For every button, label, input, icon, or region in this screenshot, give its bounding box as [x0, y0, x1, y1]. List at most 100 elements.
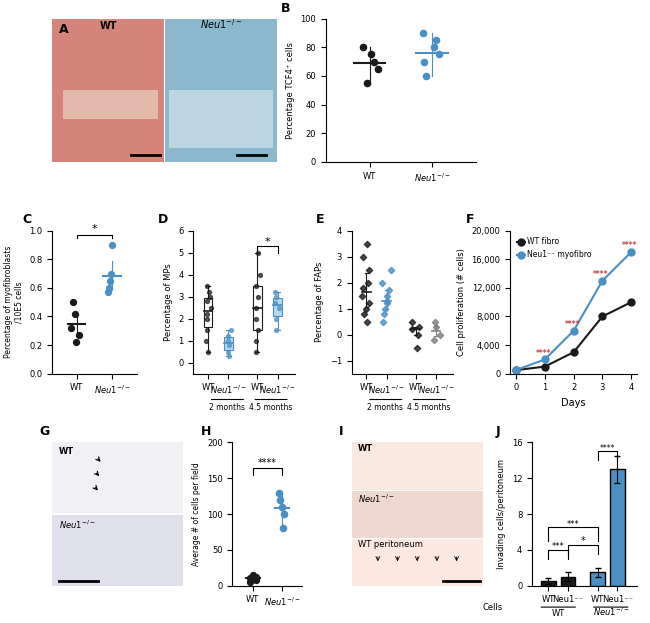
- Point: [385, 265, 396, 275]
- Point: [223, 331, 233, 341]
- Point: [205, 303, 216, 313]
- Point: [252, 572, 262, 582]
- Point: [71, 337, 81, 347]
- Text: ****: ****: [564, 320, 580, 329]
- Y-axis label: Percentage TCF4⁺ cells: Percentage TCF4⁺ cells: [286, 42, 294, 139]
- Bar: [541, 581, 556, 586]
- Text: ****: ****: [622, 242, 638, 250]
- Neu1⁻⁻ myofibro: [512, 366, 520, 374]
- Point: [429, 316, 439, 326]
- Point: [364, 298, 374, 308]
- Text: WT: WT: [552, 609, 565, 617]
- Bar: [561, 577, 575, 586]
- Point: [435, 330, 445, 340]
- Neu1⁻⁻ myofibro: [627, 249, 635, 256]
- Point: [251, 575, 261, 585]
- Point: [358, 283, 369, 293]
- Point: [252, 247, 263, 257]
- Text: ****: ****: [600, 444, 616, 452]
- Point: [434, 49, 444, 59]
- Point: [203, 347, 213, 357]
- Text: ***: ***: [567, 520, 579, 528]
- Point: [245, 574, 255, 584]
- Point: [103, 283, 114, 293]
- Point: [107, 240, 118, 250]
- Text: $Neu1^{-/-}$: $Neu1^{-/-}$: [358, 493, 395, 505]
- Point: [413, 330, 424, 340]
- Point: [362, 78, 372, 88]
- WT fibro: [569, 348, 577, 356]
- Text: C: C: [22, 214, 32, 226]
- Point: [270, 298, 280, 308]
- Y-axis label: Percentage of MPs: Percentage of MPs: [164, 264, 173, 341]
- Point: [270, 287, 280, 297]
- Text: WT: WT: [58, 447, 73, 456]
- Text: G: G: [39, 426, 49, 439]
- Point: [271, 292, 281, 302]
- Point: [372, 64, 383, 74]
- Point: [412, 343, 423, 353]
- Point: [408, 316, 418, 326]
- Text: *: *: [580, 536, 585, 546]
- Bar: [164, 19, 165, 162]
- Text: H: H: [201, 426, 211, 439]
- Point: [358, 42, 369, 52]
- Text: WT: WT: [358, 444, 373, 453]
- Neu1⁻⁻ myofibro: [569, 327, 577, 335]
- Text: ****: ****: [593, 270, 609, 279]
- Point: [70, 308, 80, 318]
- Point: [202, 325, 212, 335]
- Point: [105, 269, 116, 278]
- Text: 2 months: 2 months: [209, 402, 245, 412]
- Point: [202, 314, 213, 324]
- Text: Cells: Cells: [482, 603, 502, 612]
- Point: [377, 278, 387, 288]
- Text: F: F: [466, 214, 474, 226]
- Point: [253, 292, 263, 302]
- Point: [384, 285, 394, 295]
- Point: [245, 577, 255, 587]
- Neu1⁻⁻ myofibro: [599, 277, 606, 285]
- Text: 4.5 months: 4.5 months: [408, 402, 450, 412]
- Text: ****: ****: [536, 349, 551, 358]
- Point: [102, 287, 112, 297]
- Text: A: A: [58, 23, 68, 36]
- Y-axis label: Cell proliferation (# cells): Cell proliferation (# cells): [457, 248, 466, 356]
- Point: [361, 303, 371, 313]
- Neu1⁻⁻ myofibro: [541, 356, 549, 363]
- Point: [364, 265, 374, 275]
- Y-axis label: Percentage of FAPs: Percentage of FAPs: [315, 262, 324, 343]
- Point: [204, 292, 214, 302]
- Point: [224, 351, 235, 361]
- Text: WT: WT: [99, 21, 117, 31]
- Point: [248, 570, 258, 580]
- Point: [274, 488, 285, 498]
- Y-axis label: Average # of cells per field: Average # of cells per field: [192, 462, 202, 566]
- Bar: [224, 338, 233, 350]
- Point: [419, 57, 429, 67]
- Point: [274, 303, 284, 313]
- Text: $Neu1^{-/-}$: $Neu1^{-/-}$: [200, 17, 242, 31]
- Bar: [352, 538, 483, 539]
- Point: [361, 316, 372, 326]
- Point: [223, 347, 233, 357]
- Text: D: D: [158, 214, 168, 226]
- Point: [414, 322, 424, 332]
- Point: [202, 336, 212, 346]
- Point: [271, 314, 281, 324]
- Point: [358, 252, 369, 262]
- Point: [429, 42, 439, 52]
- Point: [202, 280, 212, 290]
- Bar: [273, 298, 282, 316]
- Point: [223, 336, 233, 346]
- Bar: [203, 298, 213, 327]
- Point: [378, 316, 388, 326]
- Point: [68, 297, 78, 307]
- Point: [382, 298, 392, 308]
- Point: [251, 303, 261, 313]
- WT fibro: [599, 313, 606, 320]
- Point: [74, 330, 85, 340]
- Text: J: J: [495, 426, 500, 439]
- Bar: [590, 572, 605, 586]
- Point: [380, 303, 390, 313]
